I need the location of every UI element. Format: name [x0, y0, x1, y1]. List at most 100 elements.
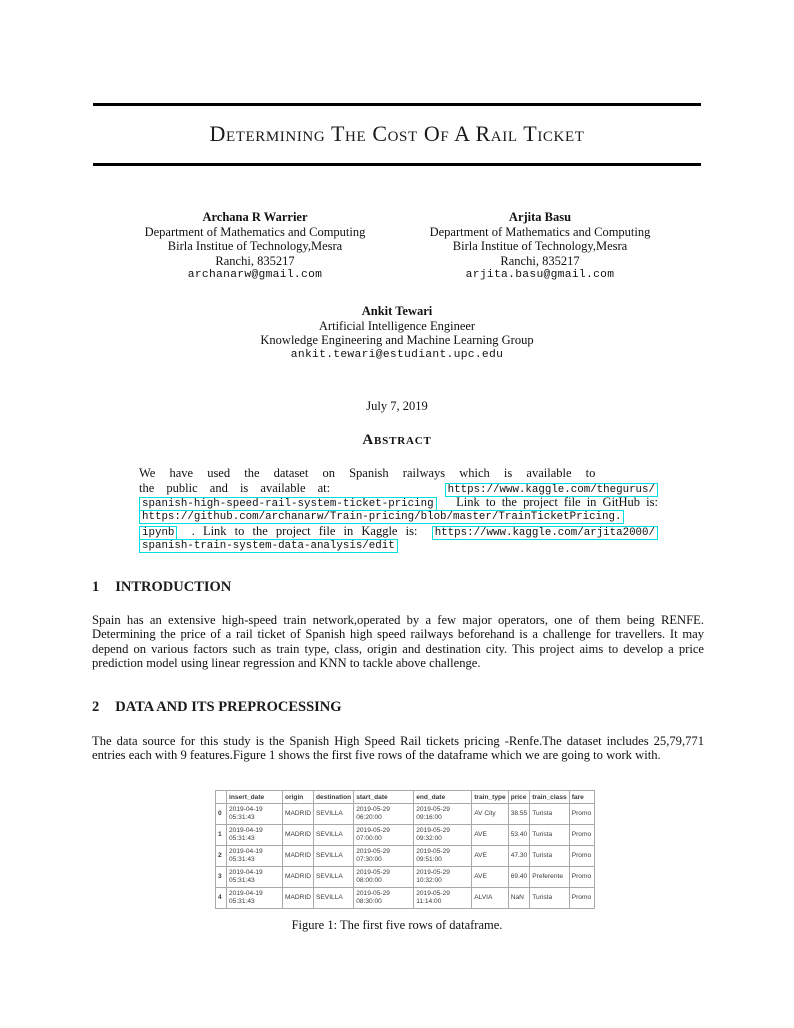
table-cell: SEVILLA: [313, 845, 355, 867]
column-header: start_date: [353, 790, 415, 804]
table-cell: 2019-04-19 05:31:43: [226, 866, 283, 888]
abstract-line: https://github.com/archanarw/Train-prici…: [139, 509, 658, 525]
author-name: Archana R Warrier: [202, 210, 308, 224]
author-block-archana: Archana R Warrier Department of Mathemat…: [95, 210, 415, 283]
section-heading-data-preprocessing: 2 DATA AND ITS PREPROCESSING: [92, 699, 342, 716]
dataframe-figure: insert_date origin destination start_date en…: [215, 790, 595, 909]
table-row: 3 2019-04-19 05:31:43 MADRID SEVILLA 2019-05…: [215, 866, 595, 888]
table-cell: Promo: [568, 866, 595, 888]
table-cell: Preferente: [529, 866, 570, 888]
abstract-text: We have used the dataset on Spanish rail…: [139, 466, 596, 480]
abstract-text: Link to the project file in GitHub is:: [456, 495, 658, 510]
section-heading-introduction: 1 INTRODUCTION: [92, 579, 231, 596]
title-rule-bottom: [93, 163, 701, 166]
author-affiliation-line: Ranchi, 835217: [500, 253, 580, 268]
column-header: train_class: [529, 790, 570, 804]
table-cell: MADRID: [281, 866, 315, 888]
abstract-line: the public and is available at: https://w…: [139, 480, 658, 497]
table-cell: Promo: [568, 803, 595, 825]
table-cell: Turista: [529, 803, 570, 825]
author-email: archanarw@gmail.com: [187, 269, 323, 282]
section-title: INTRODUCTION: [115, 579, 232, 595]
author-name: Ankit Tewari: [361, 304, 433, 318]
table-cell: 2019-05-29 11:14:00: [413, 887, 473, 909]
table-cell: 2019-04-19 05:31:43: [226, 824, 283, 846]
author-email: arjita.basu@gmail.com: [465, 269, 615, 282]
figure-caption: Figure 1: The first five rows of datafra…: [291, 918, 503, 932]
row-index-cell: 3: [215, 866, 227, 888]
row-index-cell: 0: [215, 803, 227, 825]
table-cell: 69.40: [507, 866, 531, 888]
table-cell: 2019-05-29 09:51:00: [413, 845, 473, 867]
table-row: 0 2019-04-19 05:31:43 MADRID SEVILLA 2019-05…: [215, 803, 595, 825]
section-body-data-preprocessing: The data source for this study is the Sp…: [92, 734, 704, 763]
title-rule-top: [93, 103, 701, 106]
column-header: fare: [568, 790, 595, 804]
table-row: 4 2019-04-19 05:31:43 MADRID SEVILLA 2019-05…: [215, 887, 595, 909]
table-cell: 2019-04-19 05:31:43: [226, 845, 283, 867]
table-cell: SEVILLA: [313, 866, 355, 888]
table-cell: AVE: [471, 824, 509, 846]
column-header: insert_date: [226, 790, 283, 804]
author-block-arjita: Arjita Basu Department of Mathematics an…: [380, 210, 700, 283]
author-affiliation-line: Birla Institue of Technology,Mesra: [452, 239, 628, 254]
author-block-ankit: Ankit Tewari Artificial Intelligence Eng…: [0, 304, 794, 362]
column-header: train_type: [471, 790, 509, 804]
table-cell: Turista: [529, 824, 570, 846]
column-header: end_date: [413, 790, 473, 804]
table-cell: Promo: [568, 824, 595, 846]
table-cell: Turista: [529, 887, 570, 909]
table-cell: MADRID: [281, 887, 315, 909]
author-affiliation-line: Ranchi, 835217: [215, 253, 295, 268]
abstract-heading: Abstract: [362, 432, 432, 448]
url-link[interactable]: spanish-train-system-data-analysis/edit: [139, 538, 398, 553]
table-cell: SEVILLA: [313, 824, 355, 846]
author-email: ankit.tewari@estudiant.upc.edu: [290, 348, 504, 361]
author-name: Arjita Basu: [508, 210, 572, 224]
table-cell: NaN: [507, 887, 531, 909]
abstract-line: spanish-high-speed-rail-system-ticket-pr…: [139, 495, 658, 512]
table-cell: SEVILLA: [313, 803, 355, 825]
paper-title: Determining The Cost Of A Rail Ticket: [209, 121, 585, 146]
section-number: 2: [92, 699, 100, 715]
table-cell: 2019-05-29 09:16:00: [413, 803, 473, 825]
table-cell: AV City: [471, 803, 509, 825]
row-index-cell: 2: [215, 845, 227, 867]
column-header: origin: [281, 790, 315, 804]
author-affiliation-line: Knowledge Engineering and Machine Learni…: [260, 333, 534, 348]
table-cell: Promo: [568, 845, 595, 867]
table-cell: 2019-05-29 07:00:00: [353, 824, 415, 846]
paper-date: July 7, 2019: [366, 399, 428, 413]
table-row: 2 2019-04-19 05:31:43 MADRID SEVILLA 2019-05…: [215, 845, 595, 867]
column-header: [215, 790, 227, 804]
table-cell: MADRID: [281, 824, 315, 846]
table-cell: 2019-04-19 05:31:43: [226, 887, 283, 909]
table-header-row: insert_date origin destination start_date en…: [215, 790, 595, 804]
url-link[interactable]: https://www.kaggle.com/thegurus/: [444, 482, 658, 497]
author-affiliation-line: Birla Institue of Technology,Mesra: [167, 239, 343, 254]
author-affiliation-line: Department of Mathematics and Computing: [429, 224, 651, 239]
table-cell: 2019-04-19 05:31:43: [226, 803, 283, 825]
abstract-body: We have used the dataset on Spanish rail…: [139, 466, 658, 554]
abstract-text: . Link to the project file in Kaggle is:: [191, 524, 418, 539]
table-cell: Turista: [529, 845, 570, 867]
table-cell: MADRID: [281, 803, 315, 825]
abstract-line: We have used the dataset on Spanish rail…: [139, 466, 658, 481]
table-cell: 2019-05-29 09:32:00: [413, 824, 473, 846]
row-index-cell: 4: [215, 887, 227, 909]
table-cell: AVE: [471, 866, 509, 888]
url-link[interactable]: https://www.kaggle.com/arjita2000/: [431, 526, 658, 541]
table-cell: SEVILLA: [313, 887, 355, 909]
table-cell: 2019-05-29 07:30:00: [353, 845, 415, 867]
dataframe-table: insert_date origin destination start_date en…: [215, 790, 595, 909]
url-link[interactable]: https://github.com/archanarw/Train-prici…: [139, 509, 625, 524]
author-affiliation-line: Artificial Intelligence Engineer: [318, 318, 476, 333]
author-affiliation-line: Department of Mathematics and Computing: [144, 224, 366, 239]
table-row: 1 2019-04-19 05:31:43 MADRID SEVILLA 2019-05…: [215, 824, 595, 846]
table-cell: 2019-05-29 06:20:00: [353, 803, 415, 825]
table-cell: 47.30: [507, 845, 531, 867]
table-cell: 38.55: [507, 803, 531, 825]
abstract-text: the public and is available at:: [139, 480, 331, 495]
section-title: DATA AND ITS PREPROCESSING: [115, 699, 342, 715]
